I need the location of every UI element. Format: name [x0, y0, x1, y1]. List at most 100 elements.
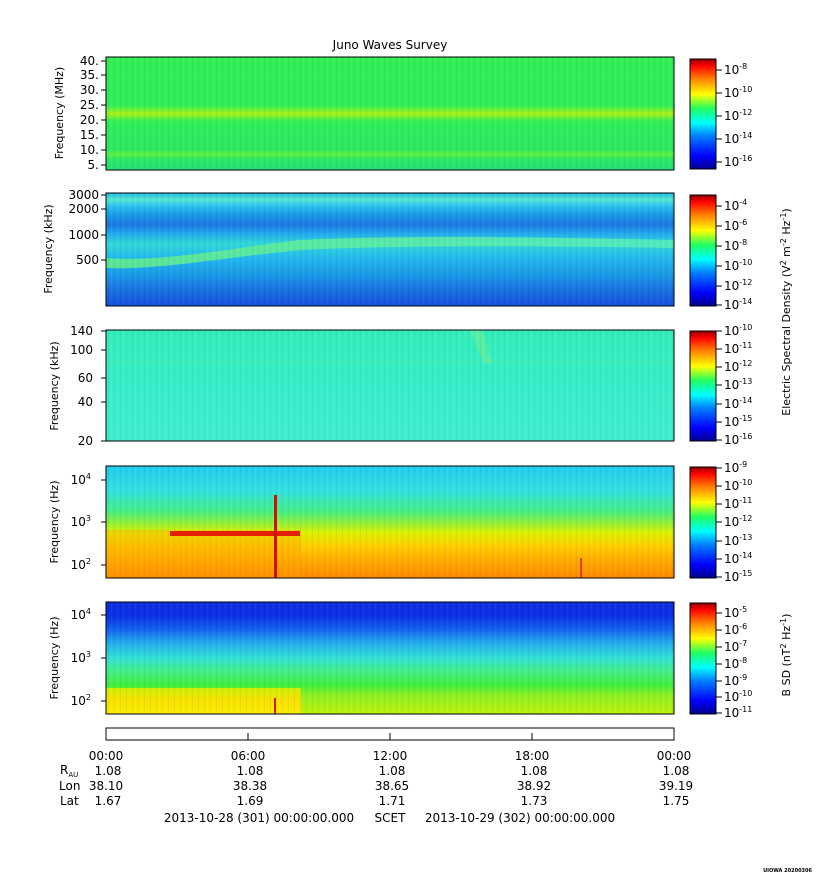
panel-4-red-line — [170, 531, 300, 536]
time-tick-label: 00:00 — [89, 749, 124, 763]
ephemeris-value: 1.08 — [521, 764, 548, 778]
ephemeris-value: 38.10 — [89, 779, 123, 793]
panel-5-cbar-tick: 10-5 — [724, 605, 747, 620]
panel-5-colorbar-ticks: 10-5 10-6 10-7 10-8 10-9 10-10 10-11 — [716, 605, 752, 720]
ephemeris-label-r: RAU — [60, 763, 78, 779]
panel-2-ytick-label: 500 — [76, 253, 99, 267]
ephemeris-row-lon: Lon 38.10 38.38 38.65 38.92 39.19 — [59, 779, 693, 793]
panel-5: 104 103 102 Frequency (Hz) 10-5 10-6 10-… — [48, 601, 793, 720]
time-tick-labels: 00:00 06:00 12:00 18:00 00:00 — [89, 749, 692, 763]
panel-4-cbar-tick: 10-15 — [724, 569, 752, 584]
ephemeris-label-lon: Lon — [59, 779, 80, 793]
panel-5-spike — [274, 698, 276, 714]
processing-stamp: UIOWA 20200306 — [763, 868, 812, 874]
panel-4-colorbar-ticks: 10-9 10-10 10-11 10-12 10-13 10-14 10-15 — [716, 460, 752, 584]
panel-3-cbar-tick: 10-16 — [724, 432, 752, 447]
time-range-end: 2013-10-29 (302) 00:00:00.000 — [425, 811, 615, 825]
ephemeris-value: 38.38 — [233, 779, 267, 793]
panel-1-ytick-label: 10. — [80, 143, 99, 157]
panel-2-ytick-label: 1000 — [68, 228, 99, 242]
panel-4-spike — [274, 495, 277, 578]
panel-3-colorbar — [689, 330, 717, 442]
panel-5-cbar-tick: 10-6 — [724, 622, 747, 637]
panel-1-colorbar-ticks: 10-8 10-10 10-12 10-14 10-16 — [716, 62, 752, 169]
panel-4-cbar-tick: 10-11 — [724, 496, 752, 511]
ephemeris-value: 38.92 — [517, 779, 551, 793]
panel-4-cbar-tick: 10-10 — [724, 478, 752, 493]
panel-5-cbar-tick: 10-9 — [724, 673, 747, 688]
panel-3-ytick-label: 20 — [78, 434, 93, 448]
panel-5-yticks: 104 103 102 — [71, 607, 106, 708]
panel-3-cbar-tick: 10-12 — [724, 359, 752, 374]
panel-5-ytick-label: 102 — [71, 693, 91, 708]
time-axis-ticks — [105, 733, 675, 740]
panel-3-ylabel: Frequency (kHz) — [48, 341, 61, 430]
time-tick-label: 18:00 — [515, 749, 550, 763]
panel-1-ylabel: Frequency (MHz) — [53, 67, 66, 159]
panel-2-colorbar-ticks: 10-4 10-6 10-8 10-10 10-12 10-14 — [716, 198, 752, 312]
panel-3-cbar-tick: 10-13 — [724, 377, 752, 392]
panel-1-ytick-label: 25. — [80, 98, 99, 112]
panel-1-ytick-label: 40. — [80, 54, 99, 68]
ephemeris-value: 1.73 — [521, 794, 548, 808]
panel-1-yticks: 40. 35. 30. 25. 20. 15. 10. 5. — [80, 54, 106, 172]
panel-1-colorbar — [689, 58, 717, 170]
panel-4-spike-small — [580, 558, 582, 578]
ephemeris-value: 39.19 — [659, 779, 693, 793]
panel-2-cbar-tick: 10-12 — [724, 278, 752, 293]
panel-4-cbar-tick: 10-12 — [724, 514, 752, 529]
panel-1-cbar-tick: 10-8 — [724, 62, 747, 77]
panel-3-yticks: 140 100 60 40 20 — [70, 324, 106, 448]
panel-2-yticks: 3000 2000 1000 500 — [68, 188, 106, 267]
time-tick-label: 06:00 — [231, 749, 266, 763]
panel-3-cbar-tick: 10-15 — [724, 414, 752, 429]
time-tick-label: 12:00 — [373, 749, 408, 763]
panel-2-frame — [105, 192, 675, 307]
panel-3-ytick-label: 40 — [78, 395, 93, 409]
panel-1-ytick-label: 30. — [80, 83, 99, 97]
ephemeris-value: 1.71 — [379, 794, 406, 808]
panel-4: 104 103 102 Frequency (Hz) 10-9 10-10 10… — [48, 460, 752, 584]
time-system-label: SCET — [375, 811, 407, 825]
panel-1-frame — [105, 56, 675, 171]
panel-5-colorbar — [689, 602, 717, 715]
panel-2-cbar-tick: 10-4 — [724, 198, 747, 213]
time-axis: 00:00 06:00 12:00 18:00 00:00 RAU 1.08 1… — [59, 727, 693, 825]
magnetic-colorbar-label: B SD (nT2 Hz-1) — [779, 614, 793, 697]
panel-3-ytick-label: 140 — [70, 324, 93, 338]
panel-2-cbar-tick: 10-8 — [724, 238, 747, 253]
panel-3-cbar-tick: 10-11 — [724, 341, 752, 356]
panel-1-cbar-tick: 10-16 — [724, 154, 752, 169]
panel-5-ylabel: Frequency (Hz) — [48, 617, 61, 700]
ephemeris-value: 38.65 — [375, 779, 409, 793]
ephemeris-value: 1.67 — [95, 794, 122, 808]
panel-1-ytick-label: 15. — [80, 128, 99, 142]
panel-3-cbar-tick: 10-10 — [724, 323, 752, 338]
panel-3-ytick-label: 60 — [78, 371, 93, 385]
panel-4-cbar-tick: 10-14 — [724, 551, 752, 566]
panel-2-ytick-label: 3000 — [68, 188, 99, 202]
panel-1-ytick-label: 20. — [80, 113, 99, 127]
panel-3-colorbar-ticks: 10-10 10-11 10-12 10-13 10-14 10-15 10-1… — [716, 323, 752, 447]
panel-4-ytick-label: 102 — [71, 557, 91, 572]
panel-3: 140 100 60 40 20 Frequency (kHz) 10-10 1… — [48, 323, 752, 448]
panel-1-ytick-label: 5. — [88, 158, 99, 172]
panel-1-ytick-label: 35. — [80, 68, 99, 82]
panel-4-colorbar — [689, 466, 717, 579]
panel-1: 40. 35. 30. 25. 20. 15. 10. 5. Frequency… — [53, 54, 752, 172]
panel-2: 3000 2000 1000 500 Frequency (kHz) 10-4 … — [42, 188, 793, 416]
panel-1-cbar-tick: 10-12 — [724, 108, 752, 123]
panel-1-cbar-tick: 10-14 — [724, 131, 752, 146]
time-range-start: 2013-10-28 (301) 00:00:00.000 — [164, 811, 354, 825]
figure-title: Juno Waves Survey — [332, 38, 448, 52]
panel-4-cbar-tick: 10-9 — [724, 460, 747, 475]
panel-5-cbar-tick: 10-8 — [724, 656, 747, 671]
panel-5-cbar-tick: 10-11 — [724, 705, 752, 720]
panel-5-cbar-tick: 10-7 — [724, 639, 747, 654]
panel-4-ytick-label: 104 — [71, 472, 91, 487]
panel-4-ytick-label: 103 — [71, 514, 91, 529]
panel-4-cbar-tick: 10-13 — [724, 533, 752, 548]
ephemeris-value: 1.08 — [379, 764, 406, 778]
panel-2-colorbar — [689, 194, 717, 307]
